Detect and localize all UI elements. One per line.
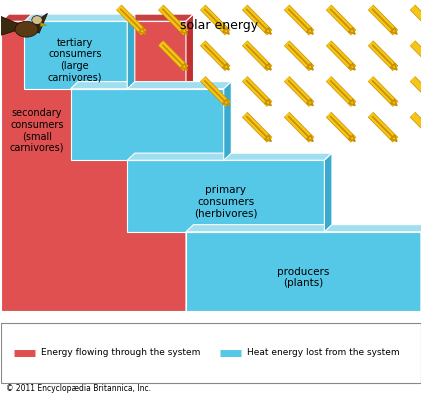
- Polygon shape: [40, 22, 46, 26]
- Polygon shape: [127, 14, 135, 89]
- Text: secondary
consumers
(small
carnivores): secondary consumers (small carnivores): [10, 108, 64, 153]
- Bar: [1, 1, 420, 21]
- Text: primary
consumers
(herbivores): primary consumers (herbivores): [194, 185, 257, 218]
- Polygon shape: [70, 82, 231, 89]
- Polygon shape: [186, 225, 427, 232]
- Polygon shape: [24, 14, 135, 21]
- Bar: [70, 89, 223, 160]
- Polygon shape: [1, 14, 193, 21]
- Polygon shape: [223, 82, 231, 160]
- Bar: [127, 160, 324, 232]
- Bar: [24, 21, 127, 89]
- Text: producers
(plants): producers (plants): [276, 267, 329, 288]
- Polygon shape: [420, 225, 427, 311]
- Text: Energy flowing through the system: Energy flowing through the system: [41, 348, 200, 358]
- Ellipse shape: [32, 16, 42, 24]
- Text: solar energy: solar energy: [180, 19, 258, 32]
- Text: © 2011 Encyclopædia Britannica, Inc.: © 2011 Encyclopædia Britannica, Inc.: [6, 384, 150, 393]
- Polygon shape: [26, 13, 47, 33]
- Text: Heat energy lost from the system: Heat energy lost from the system: [246, 348, 398, 358]
- FancyBboxPatch shape: [1, 323, 420, 383]
- Polygon shape: [0, 11, 26, 35]
- Text: tertiary
consumers
(large
carnivores): tertiary consumers (large carnivores): [47, 38, 102, 82]
- Polygon shape: [324, 153, 331, 232]
- Polygon shape: [127, 153, 331, 160]
- Bar: [1, 21, 186, 311]
- Bar: [1, 21, 186, 311]
- Ellipse shape: [15, 21, 38, 37]
- Polygon shape: [186, 14, 193, 311]
- Bar: [186, 232, 420, 311]
